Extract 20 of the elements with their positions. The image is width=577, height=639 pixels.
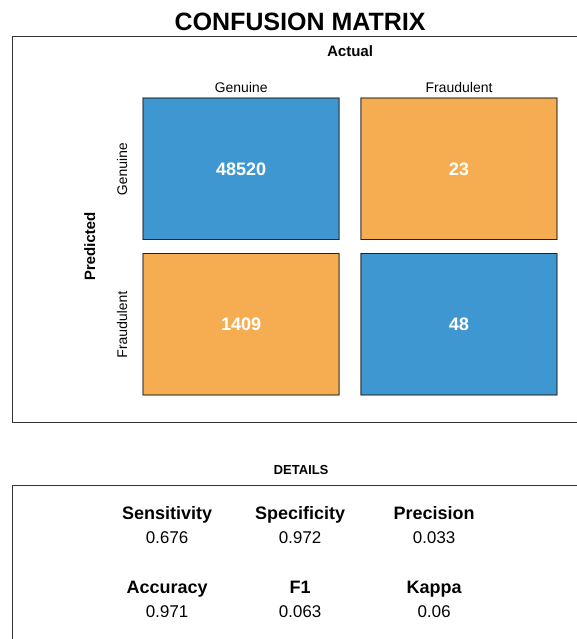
data-label: 0.972 <box>278 528 322 547</box>
text: DETAILS <box>274 462 329 477</box>
data-label: 0.06 <box>417 602 451 621</box>
category-label: Precision <box>393 503 475 523</box>
category-label: Accuracy <box>126 577 208 597</box>
y-axis-title: Predicted <box>82 212 99 280</box>
data-label: 1409 <box>221 314 262 334</box>
data-label: 0.971 <box>146 602 188 621</box>
data-label: 0.033 <box>412 528 456 547</box>
category-label: Kappa <box>406 577 462 597</box>
x-axis-title: Actual <box>327 43 373 60</box>
data-label: 0.063 <box>278 602 322 621</box>
data-label: 23 <box>448 158 469 179</box>
category-label: Specificity <box>254 503 346 523</box>
chart-title: CONFUSION MATRIX <box>174 8 426 36</box>
data-label: 0.676 <box>146 528 188 547</box>
data-label: 48 <box>448 314 469 334</box>
data-label: 48520 <box>216 158 266 179</box>
category-label: Sensitivity <box>122 503 212 523</box>
category-label: F1 <box>289 577 311 597</box>
